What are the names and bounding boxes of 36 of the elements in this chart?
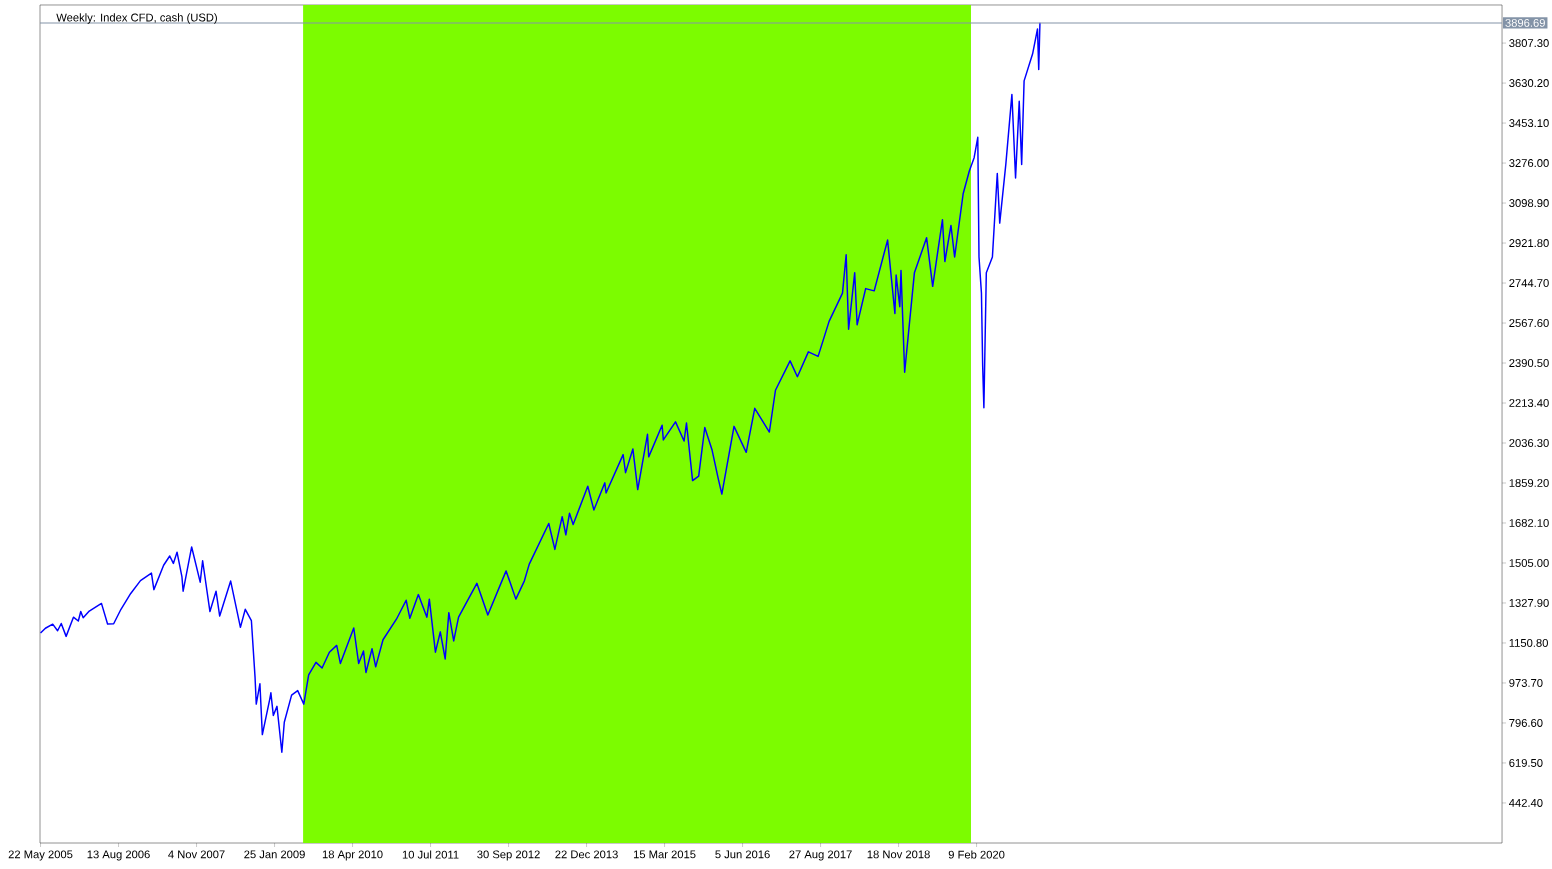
x-tick-label: 18 Apr 2010 xyxy=(322,850,383,861)
y-tick-label: 3098.90 xyxy=(1509,199,1549,208)
y-tick-label: 973.70 xyxy=(1509,679,1543,687)
y-tick-label: 1327.90 xyxy=(1509,599,1549,607)
y-tick-label: 2567.60 xyxy=(1509,319,1549,327)
x-tick-label: 4 Nov 2007 xyxy=(168,850,225,859)
x-tick-label: 25 Jan 2009 xyxy=(244,850,305,859)
y-tick-label: 2921.80 xyxy=(1509,239,1549,248)
y-tick-label: 619.50 xyxy=(1509,758,1543,767)
x-tick-label: 9 Feb 2020 xyxy=(948,850,1005,859)
y-tick-label: 3453.10 xyxy=(1509,119,1549,128)
y-tick-label: 1859.20 xyxy=(1509,479,1549,487)
x-tick-label: 22 Dec 2013 xyxy=(555,850,618,859)
y-tick-label: 2036.30 xyxy=(1509,439,1549,447)
x-tick-label: 30 Sep 2012 xyxy=(477,850,540,861)
y-tick-label: 1505.00 xyxy=(1509,559,1549,567)
ref-line-label: 3896.69 xyxy=(1505,18,1545,27)
y-tick-label: 2390.50 xyxy=(1509,359,1549,367)
y-tick-label: 442.40 xyxy=(1509,798,1543,807)
y-tick-label: 1682.10 xyxy=(1509,519,1549,527)
x-tick-label: 13 Aug 2006 xyxy=(87,850,150,861)
y-tick-label: 1150.80 xyxy=(1509,639,1548,647)
x-tick-label: 27 Aug 2017 xyxy=(789,850,852,861)
x-tick-label: 15 Mar 2015 xyxy=(633,850,696,859)
y-tick-label: 2744.70 xyxy=(1509,279,1549,287)
y-tick-label: 2213.40 xyxy=(1509,399,1549,407)
y-tick-label: 3276.00 xyxy=(1509,159,1549,168)
line-series xyxy=(39,22,1041,753)
text: Weekly: Index CFD, cash (USD) xyxy=(56,13,217,24)
x-tick-label: 5 Jun 2016 xyxy=(715,850,770,859)
x-tick-label: 22 May 2005 xyxy=(8,850,73,861)
y-tick-label: 3807.30 xyxy=(1509,39,1549,48)
y-tick-label: 3630.20 xyxy=(1509,79,1549,88)
x-tick-label: 18 Nov 2018 xyxy=(867,850,930,859)
y-tick-label: 796.60 xyxy=(1509,718,1543,727)
x-tick-label: 10 Jul 2011 xyxy=(402,850,459,859)
